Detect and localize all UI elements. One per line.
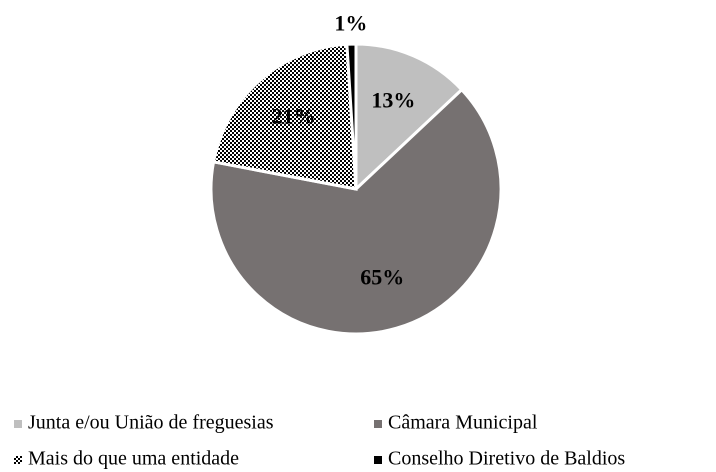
- pie-slice: [211, 42, 358, 191]
- legend-swatch: [14, 456, 22, 464]
- legend-swatch: [374, 420, 382, 428]
- legend-label: Câmara Municipal: [388, 412, 538, 434]
- pie-slice: [209, 87, 503, 336]
- data-label: 1%: [334, 10, 367, 35]
- data-label: 65%: [360, 265, 404, 290]
- legend-swatch: [374, 456, 382, 464]
- data-label: 21%: [272, 103, 316, 128]
- legend-label: Junta e/ou União de freguesias: [28, 412, 274, 434]
- data-label: 13%: [371, 88, 415, 113]
- pie-slice: [354, 42, 464, 193]
- pie-slice: [345, 42, 358, 190]
- legend-label: Conselho Diretivo de Baldios: [388, 448, 625, 470]
- legend-swatch: [14, 420, 22, 428]
- legend-label: Mais do que uma entidade: [28, 448, 239, 470]
